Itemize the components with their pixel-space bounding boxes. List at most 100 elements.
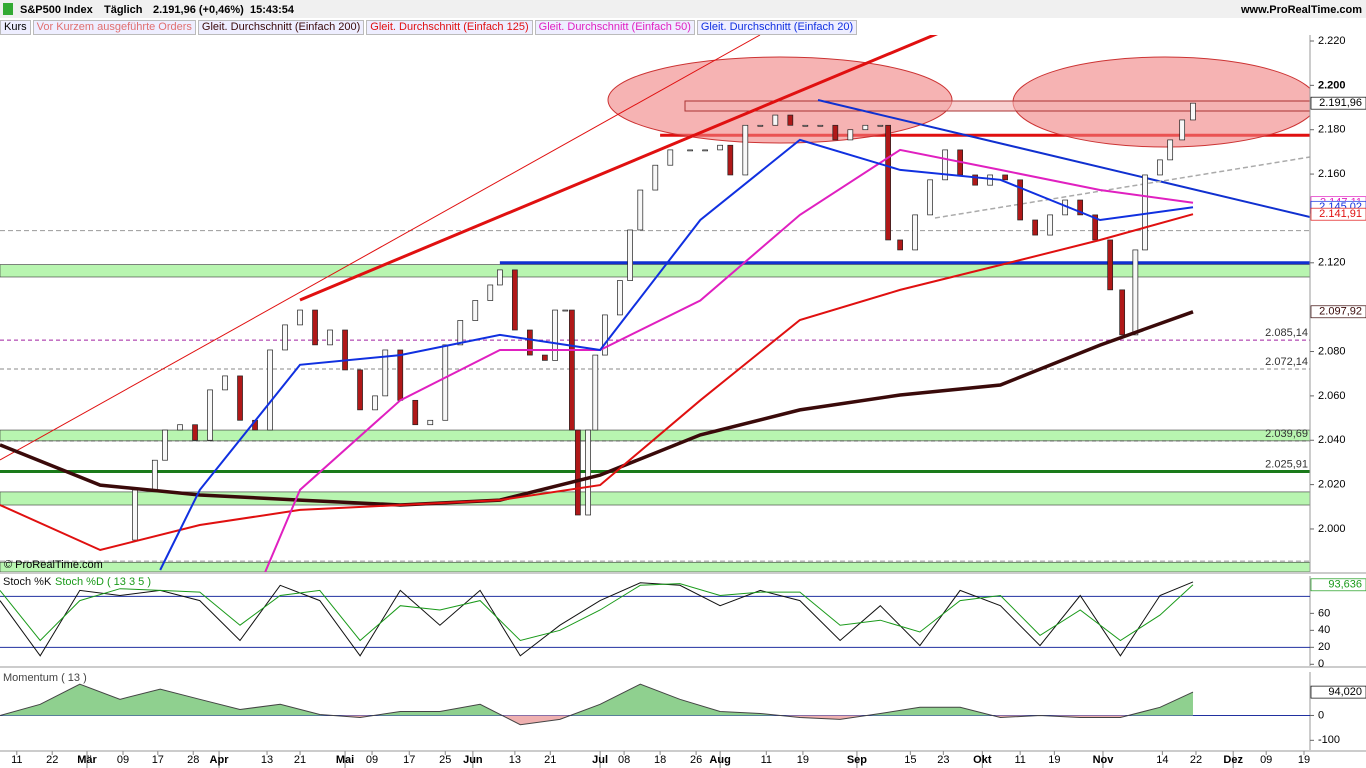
price-label: 94,020 [1328,686,1362,698]
icon [3,3,13,15]
candle [575,429,581,516]
x-tick-label: 13 [261,754,273,766]
candle [772,114,779,126]
legend: Kurs Vor Kurzem ausgeführte Orders Gleit… [0,20,858,35]
legend-entry[interactable]: Gleit. Durchschnitt (Einfach 200) [197,20,365,35]
price-box [1310,305,1366,319]
candle [1167,139,1174,161]
series-line [264,148,1194,572]
candle [472,300,479,321]
x-tick-label: 21 [544,754,556,766]
y-tick-label: 60 [1318,607,1330,619]
trend-line [934,156,1310,219]
candle [151,459,158,491]
x-tick-label: 11 [11,754,22,766]
candle [222,375,228,391]
y-tick-label: 2.220 [1318,35,1346,47]
x-tick-label: 09 [366,754,378,766]
candle [1092,214,1099,241]
candle [1179,119,1186,141]
instrument: S&P500 Index [20,4,94,16]
candle [1142,174,1148,251]
candle [787,114,794,126]
y-tick-label: 40 [1318,624,1330,636]
candle [1002,174,1009,181]
candle [912,214,918,251]
candle [382,349,389,397]
x-tick-label: 22 [46,754,58,766]
candle [627,229,633,281]
legend-entry[interactable]: Gleit. Durchschnitt (Einfach 125) [366,20,533,35]
x-tick-label: 11 [761,754,772,766]
x-tick-label: 17 [403,754,415,766]
y-tick-label: 2.180 [1318,124,1346,136]
y-tick-label: 2.080 [1318,345,1346,357]
x-tick-label: 21 [294,754,306,766]
area-pos [0,684,1193,716]
period: Täglich [104,4,143,16]
x-tick-label: 09 [117,754,129,766]
candle [327,329,333,346]
legend-entry[interactable]: Gleit. Durchschnitt (Einfach 50) [534,20,695,35]
zone [0,264,1310,278]
level-label: 2.039,69 [1265,428,1308,440]
candle [1157,159,1163,176]
candle [667,149,674,166]
area-neg [0,715,1129,725]
x-tick-label: 17 [152,754,164,766]
y-tick-label: 2.200 [1318,79,1346,91]
x-tick-label: 13 [509,754,521,766]
drawings [0,35,1310,572]
series-line [0,581,1194,657]
x-tick-label: 11 [1014,754,1025,766]
x-tick-label: 22 [1190,754,1202,766]
x-tick-label: Aug [709,754,730,766]
level-label: 2.072,14 [1265,356,1308,368]
candle [552,309,558,361]
candle [862,124,869,131]
x-tick-label: 08 [618,754,630,766]
candle [972,174,978,186]
x-tick-label: Mai [336,754,354,766]
under-layer [0,133,1310,572]
candle [542,354,548,361]
quote: 2.191,96 (+0,46%) [153,4,244,16]
candle [1077,199,1084,216]
candle [297,309,303,326]
candle [847,129,854,141]
candle [192,424,198,441]
candle [592,354,599,431]
x-tick-label: Mär [77,754,97,766]
x-tick-label: 19 [797,754,809,766]
y-tick-label: 2.000 [1318,523,1346,535]
candle [177,424,183,431]
candle [487,284,494,301]
candle [687,149,693,152]
candle [817,124,824,127]
x-tick-label: 19 [1048,754,1060,766]
series-line [0,683,1194,726]
candle [617,280,623,316]
series-line [0,583,1194,642]
candle [717,144,723,151]
candle [527,329,533,356]
candle [702,149,708,152]
box [684,100,1310,112]
tab[interactable]: Vor Kurzem ausgeführte Orders [32,20,196,35]
x-tick-label: Apr [210,754,230,766]
price-label: 2.141,91 [1319,208,1362,220]
candle [727,144,734,176]
x-tick-label: 09 [1260,754,1272,766]
candle [942,149,948,181]
site: www.ProRealTime.com [1240,4,1362,16]
tab[interactable]: Kurs [0,20,31,35]
panel-legend: Stoch %D ( 13 3 5 ) [55,576,151,588]
candle [802,124,809,127]
price-label: 2.191,96 [1319,97,1362,109]
candle [132,489,138,541]
legend-entry[interactable]: Gleit. Durchschnitt (Einfach 20) [696,20,858,35]
header-bar [0,0,1366,18]
x-tick-label: 14 [1156,754,1168,766]
